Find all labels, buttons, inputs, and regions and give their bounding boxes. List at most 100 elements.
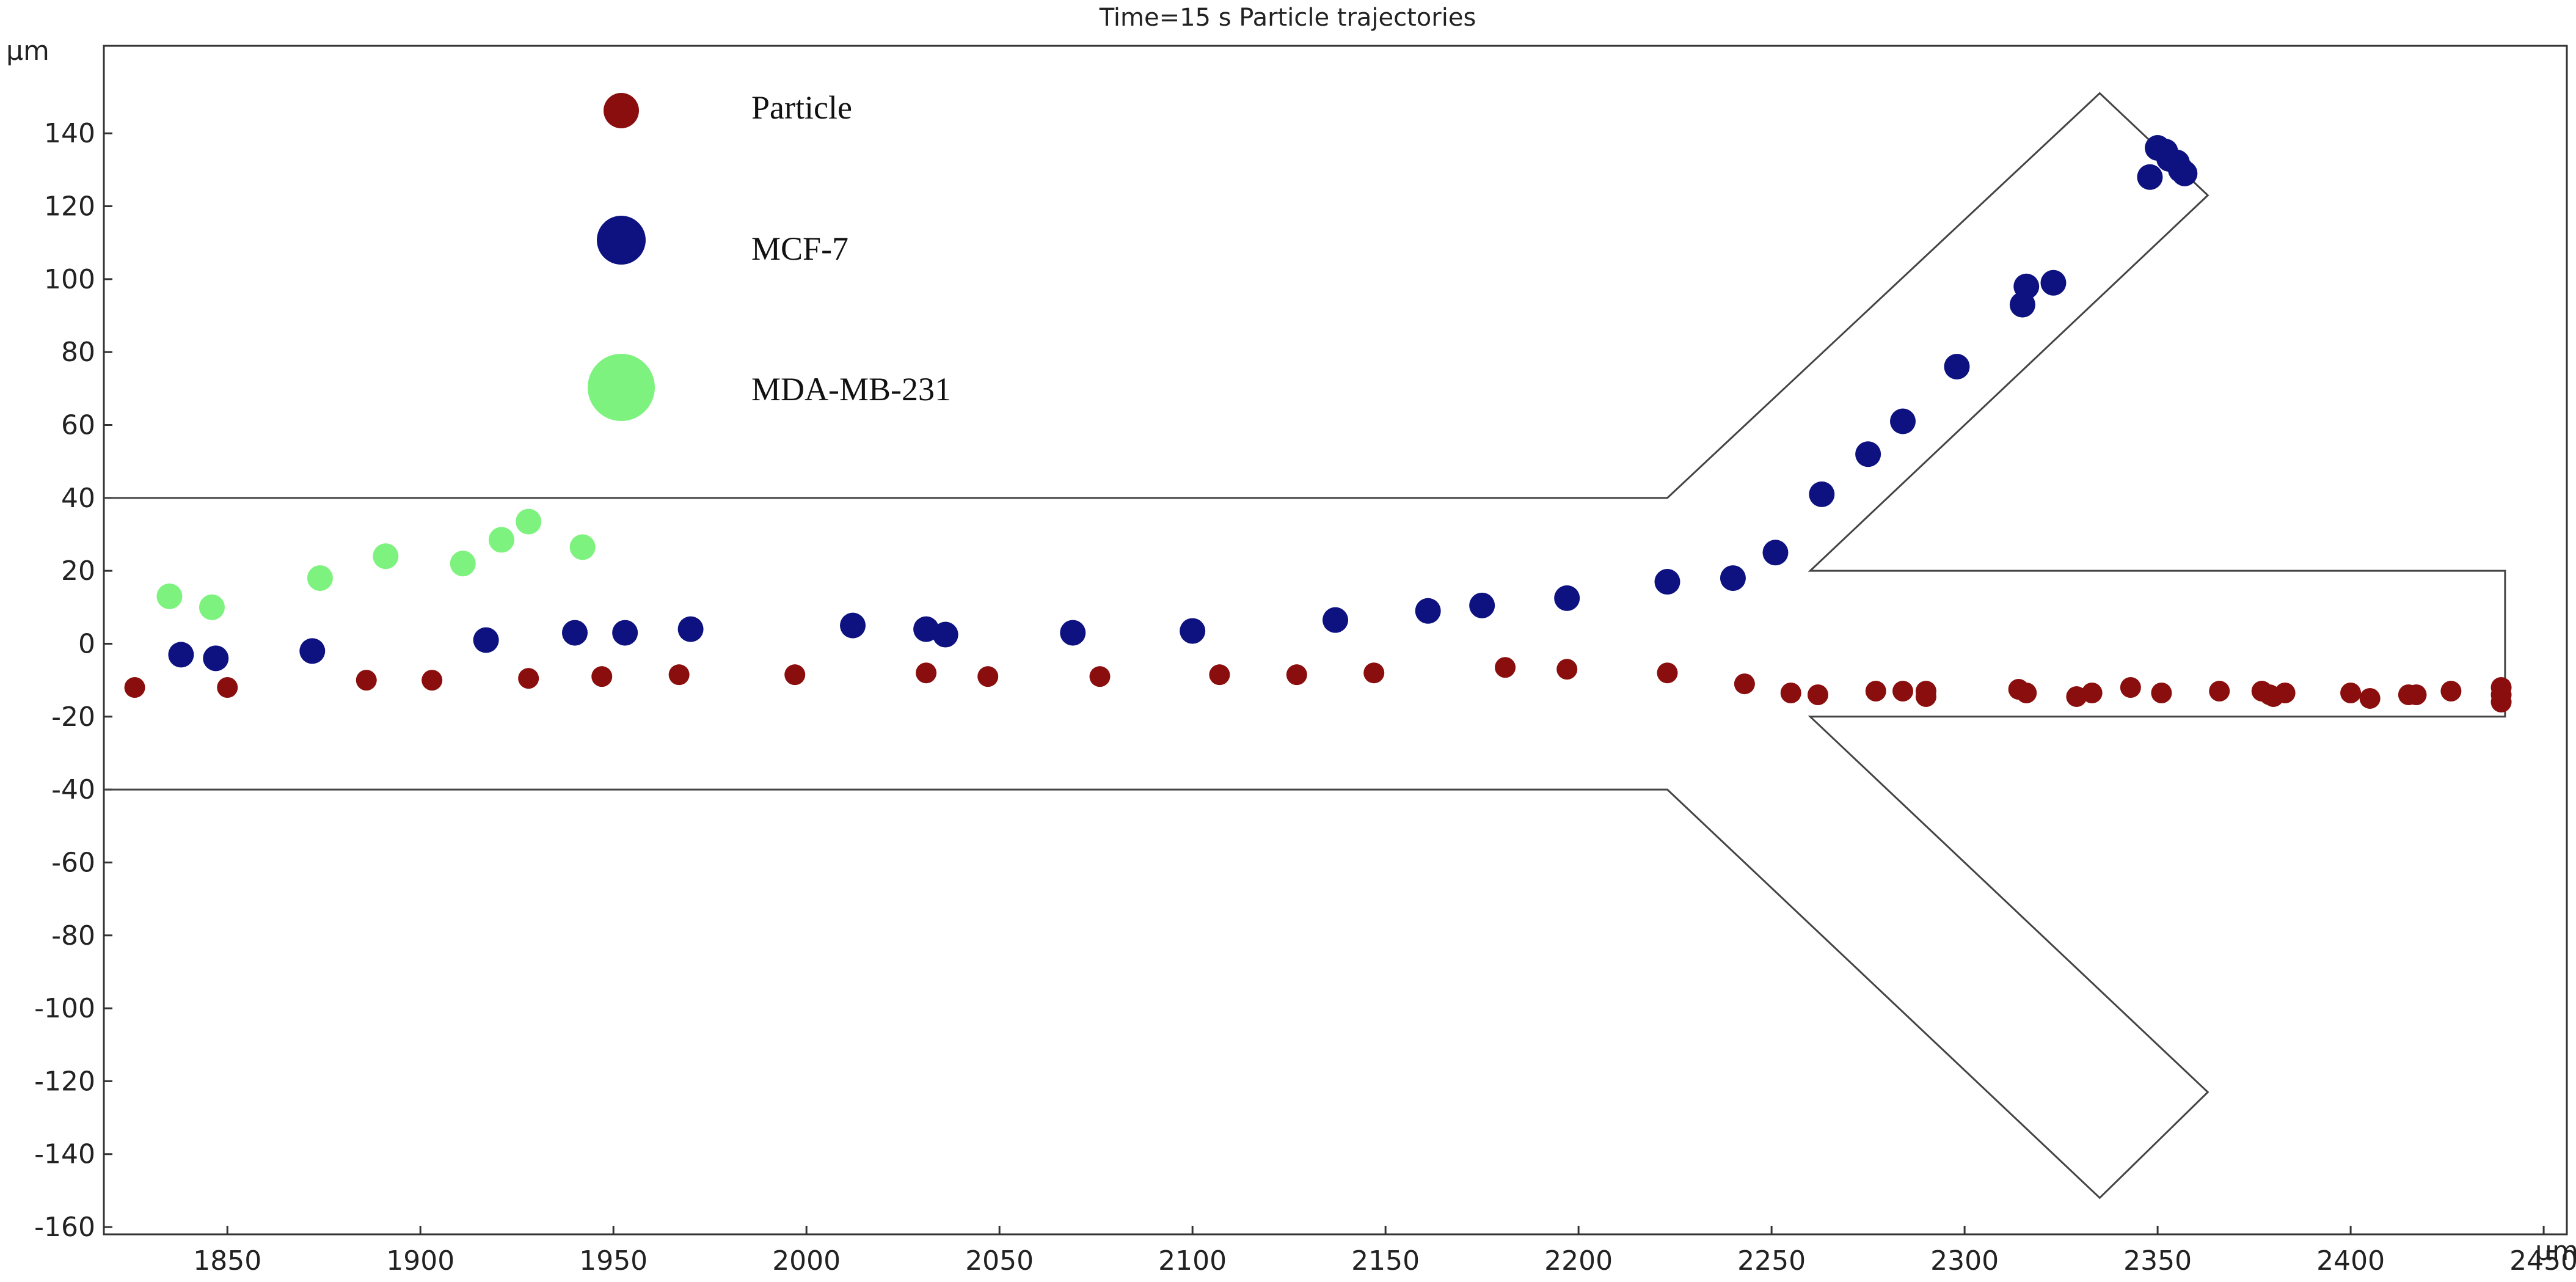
mda-mb-231-point — [373, 543, 399, 570]
channel-geometry — [104, 92, 2506, 1200]
x-tick-label: 2050 — [965, 1245, 1034, 1277]
y-tick-label: 80 — [61, 337, 95, 368]
mcf-7-point — [1415, 598, 1441, 624]
x-tick-label: 2350 — [2123, 1245, 2192, 1277]
chart-title: Time=15 s Particle trajectories — [1099, 4, 1476, 32]
y-tick-label: 60 — [61, 409, 95, 441]
particle-point — [1495, 657, 1516, 678]
mcf-7-point — [840, 612, 866, 639]
x-tick-label: 2200 — [1544, 1245, 1613, 1277]
particle-point — [2406, 684, 2427, 705]
legend-marker-mcf-7 — [597, 216, 646, 265]
x-tick-label: 2450 — [2509, 1245, 2576, 1277]
y-tick-label: 120 — [44, 191, 95, 222]
x-tick-label: 2150 — [1351, 1245, 1420, 1277]
mcf-7-point — [1855, 441, 1881, 467]
particle-point — [2016, 683, 2037, 704]
particle-point — [1556, 659, 1578, 680]
mcf-7-point — [1469, 592, 1495, 618]
mcf-7-point — [562, 620, 588, 646]
y-axis-unit: μm — [6, 35, 49, 67]
mcf-7-point — [2040, 269, 2067, 296]
mda-mb-231-point — [307, 565, 333, 592]
particle-points — [124, 135, 2512, 712]
mda-mb-231-point — [450, 551, 476, 577]
x-tick-label: 1950 — [579, 1245, 648, 1277]
mcf-7-point — [203, 645, 229, 672]
y-tick-label: 40 — [61, 483, 95, 514]
mcf-7-point — [612, 620, 638, 646]
y-tick-label: -120 — [34, 1066, 95, 1097]
mcf-7-point — [1323, 607, 1348, 633]
mda-mb-231-point — [199, 594, 225, 620]
particle-point — [2359, 687, 2381, 709]
x-tick-label: 2000 — [772, 1245, 841, 1277]
y-tick-label: 0 — [78, 628, 95, 659]
particle-point — [1363, 662, 1385, 684]
mcf-7-point — [2137, 164, 2163, 190]
particle-point — [2274, 683, 2296, 704]
y-tick-label: -40 — [51, 774, 95, 805]
particle-point — [518, 668, 539, 689]
x-tick-label: 1900 — [386, 1245, 454, 1277]
x-tick-label: 2400 — [2316, 1245, 2385, 1277]
particle-point — [2340, 683, 2362, 704]
particle-point — [2490, 691, 2512, 712]
x-tick-label: 2250 — [1737, 1245, 1806, 1277]
particle-point — [124, 677, 145, 698]
axis-ticks: 1850 1900 1950 2000 2050 2100 2150 2200 2250 2300… — [34, 118, 2576, 1277]
particle-point — [1807, 684, 1828, 705]
particle-point — [2081, 683, 2103, 704]
legend-label-mcf-7: MCF-7 — [751, 230, 848, 267]
particle-point — [591, 666, 613, 687]
mcf-7-point — [473, 627, 499, 653]
legend-marker-particle — [604, 93, 639, 128]
particle-point — [1865, 681, 1886, 702]
y-tick-label: -160 — [34, 1212, 95, 1243]
mcf-7-point — [1554, 585, 1580, 611]
y-tick-label: -60 — [51, 847, 95, 878]
mcf-7-point — [1654, 569, 1680, 595]
mcf-7-point — [1180, 618, 1206, 644]
particle-point — [2151, 683, 2172, 704]
mcf-7-point — [1809, 481, 1835, 507]
y-tick-label: -140 — [34, 1139, 95, 1170]
legend-label-particle: Particle — [751, 89, 852, 126]
particle-point — [1089, 666, 1111, 687]
particle-point — [1657, 662, 1678, 684]
mcf-7-point — [1720, 565, 1746, 592]
mcf-7-point — [1890, 408, 1916, 434]
particle-point — [916, 662, 937, 684]
particle-point — [356, 670, 377, 691]
particle-point — [421, 670, 443, 691]
particle-point — [784, 664, 806, 686]
mcf-7-point — [1060, 620, 1086, 646]
x-axis-unit: μm — [2535, 1236, 2576, 1267]
y-tick-label: 140 — [44, 118, 95, 149]
legend-marker-mda-mb-231 — [588, 354, 655, 421]
mcf-7-point — [1944, 354, 1970, 380]
legend: Particle MCF-7 MDA-MB-231 — [588, 89, 951, 421]
mda-mb-231-point — [569, 534, 596, 560]
mda-mb-231-point — [516, 508, 542, 535]
particle-point — [668, 664, 690, 686]
particle-point — [1892, 681, 1914, 702]
mcf-7-point — [677, 616, 704, 642]
x-tick-label: 2300 — [1930, 1245, 1999, 1277]
mda-mb-231-point — [156, 583, 183, 609]
y-tick-label: -80 — [51, 920, 95, 951]
mda-mb-231-point — [488, 527, 514, 553]
y-tick-label: -20 — [51, 701, 95, 733]
x-tick-label: 1850 — [193, 1245, 261, 1277]
particle-point — [1209, 664, 1230, 686]
plot-frame — [103, 45, 2568, 1236]
mcf-7-point — [2172, 160, 2198, 186]
particle-point — [217, 677, 238, 698]
y-tick-label: 100 — [44, 264, 95, 295]
particle-point — [1286, 664, 1307, 686]
particle-point — [1915, 681, 1936, 702]
particle-point — [2440, 681, 2462, 702]
mcf-7-point — [932, 621, 958, 648]
mcf-7-point — [168, 642, 194, 668]
